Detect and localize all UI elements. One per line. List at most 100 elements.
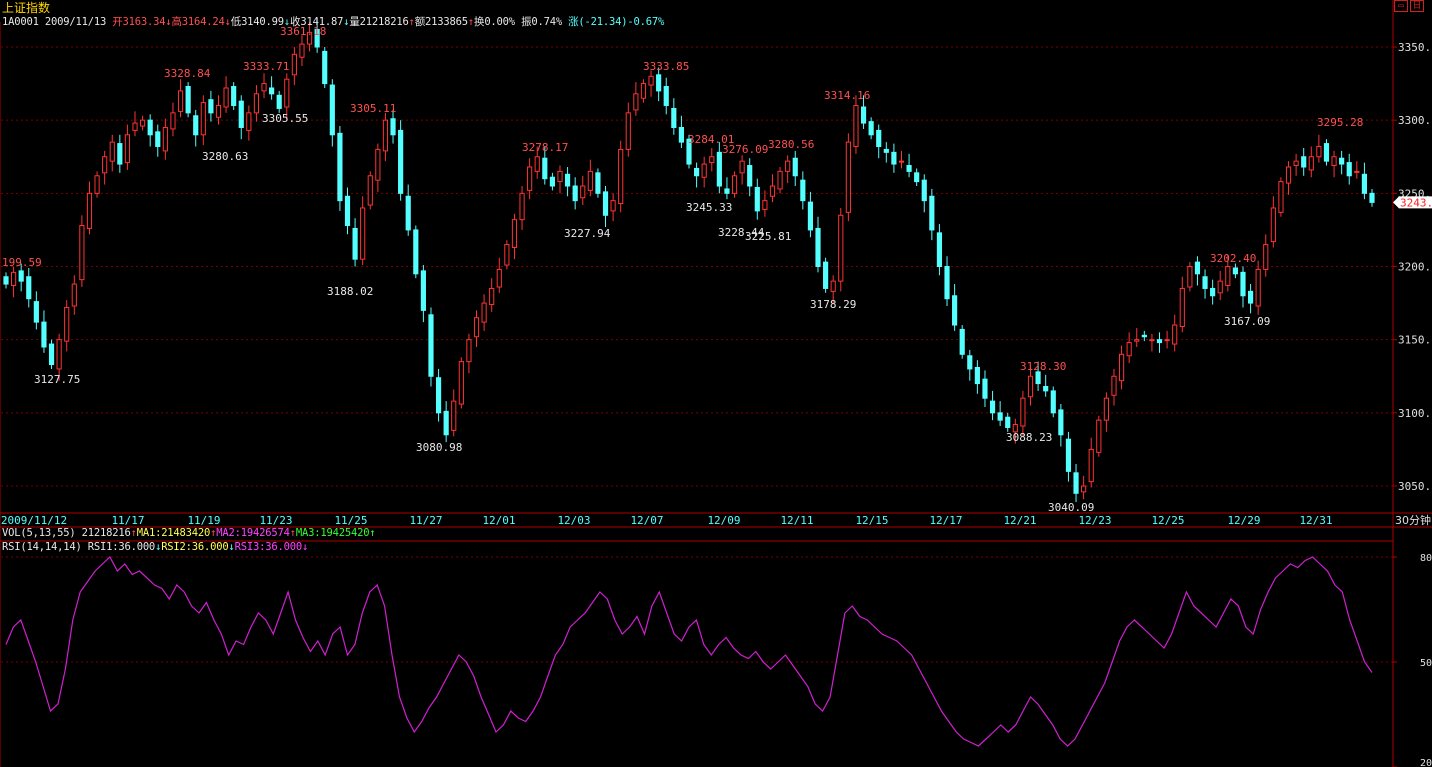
candle-body[interactable] [200, 102, 206, 136]
candle-body[interactable] [838, 214, 844, 282]
candle-body[interactable] [542, 157, 548, 180]
candle-body[interactable] [360, 207, 366, 260]
candle-body[interactable] [1027, 375, 1034, 398]
candle-body[interactable] [132, 122, 138, 131]
candle-body[interactable] [1020, 397, 1026, 427]
candle-body[interactable] [640, 83, 647, 99]
candle-body[interactable] [428, 314, 434, 377]
candle-body[interactable] [215, 105, 222, 118]
candle-body[interactable] [208, 99, 214, 114]
candle-body[interactable] [1278, 181, 1284, 213]
candle-body[interactable] [147, 119, 153, 136]
candle-body[interactable] [231, 86, 237, 107]
candle-body[interactable] [731, 175, 738, 194]
candle-body[interactable] [1141, 334, 1147, 338]
rsi-series[interactable] [5, 556, 1373, 747]
candle-body[interactable] [785, 160, 791, 172]
candle-body[interactable] [724, 188, 730, 194]
candlestick-series[interactable]: 199.59 3127.75 3328.84 3280.63 3333.71 3305.5… [2, 17, 1375, 514]
candle-body[interactable] [671, 107, 677, 128]
candle-body[interactable] [625, 112, 631, 150]
candle-body[interactable] [56, 339, 62, 370]
restore-window-button[interactable]: ▭ [1394, 0, 1408, 12]
candle-body[interactable] [322, 50, 328, 85]
candle-body[interactable] [299, 43, 305, 58]
candle-body[interactable] [716, 151, 722, 187]
candle-body[interactable] [489, 287, 495, 306]
candle-body[interactable] [1346, 162, 1352, 177]
candle-body[interactable] [451, 400, 457, 431]
candle-body[interactable] [807, 201, 814, 231]
candle-body[interactable] [739, 160, 745, 174]
candle-body[interactable] [686, 138, 692, 165]
candle-body[interactable] [1263, 244, 1269, 270]
candle-body[interactable] [1103, 397, 1109, 421]
candle-body[interactable] [185, 86, 191, 114]
candle-body[interactable] [1217, 280, 1223, 294]
candle-body[interactable] [26, 276, 32, 300]
candle-body[interactable] [1126, 342, 1132, 357]
candle-body[interactable] [1210, 287, 1216, 297]
candle-body[interactable] [1240, 271, 1246, 297]
candle-body[interactable] [1270, 207, 1276, 243]
candle-body[interactable] [329, 84, 335, 136]
candle-body[interactable] [238, 100, 244, 128]
candle-body[interactable] [291, 53, 297, 76]
candle-body[interactable] [276, 94, 282, 109]
candle-body[interactable] [405, 195, 411, 231]
candle-body[interactable] [1339, 157, 1345, 165]
candle-body[interactable] [709, 156, 715, 164]
candle-body[interactable] [1005, 416, 1011, 428]
candle-body[interactable] [261, 83, 267, 92]
candle-body[interactable] [997, 412, 1003, 421]
candle-body[interactable] [337, 132, 343, 202]
rsi1-line[interactable] [5, 556, 1373, 747]
candle-body[interactable] [845, 141, 851, 213]
candle-body[interactable] [269, 87, 275, 95]
candle-body[interactable] [1149, 339, 1155, 342]
candle-body[interactable] [1081, 485, 1087, 493]
candle-body[interactable] [1172, 324, 1178, 345]
candle-body[interactable] [883, 148, 889, 153]
candle-body[interactable] [466, 339, 472, 363]
candle-body[interactable] [618, 148, 624, 205]
candle-body[interactable] [1134, 339, 1140, 342]
candle-body[interactable] [94, 175, 100, 194]
candle-body[interactable] [79, 225, 85, 281]
candle-body[interactable] [610, 200, 616, 212]
candle-body[interactable] [564, 173, 571, 187]
candle-body[interactable] [1043, 385, 1049, 392]
candle-body[interactable] [435, 377, 442, 414]
candle-body[interactable] [648, 75, 654, 86]
candle-body[interactable] [390, 118, 396, 136]
candle-body[interactable] [1308, 156, 1314, 171]
candle-body[interactable] [1255, 268, 1261, 307]
candle-body[interactable] [223, 87, 229, 108]
candle-body[interactable] [1194, 261, 1201, 275]
candle-body[interactable] [193, 115, 199, 136]
candle-body[interactable] [876, 129, 882, 148]
candle-body[interactable] [1012, 424, 1018, 433]
candle-body[interactable] [694, 167, 700, 177]
candle-body[interactable] [420, 270, 426, 311]
candle-body[interactable] [102, 156, 108, 174]
candle-body[interactable] [375, 148, 381, 181]
candle-body[interactable] [3, 276, 9, 285]
candle-body[interactable] [762, 200, 768, 210]
candle-body[interactable] [504, 244, 510, 266]
candle-body[interactable] [1179, 287, 1185, 327]
candle-body[interactable] [1301, 156, 1307, 168]
candle-body[interactable] [1096, 419, 1102, 453]
candle-body[interactable] [663, 86, 669, 107]
candle-body[interactable] [481, 302, 487, 323]
candle-body[interactable] [587, 170, 593, 191]
candle-body[interactable] [1232, 267, 1238, 275]
candle-body[interactable] [1111, 375, 1117, 396]
candle-body[interactable] [1073, 472, 1079, 494]
candle-body[interactable] [891, 151, 897, 165]
candle-body[interactable] [868, 121, 874, 136]
candle-body[interactable] [1285, 166, 1292, 184]
candle-body[interactable] [747, 165, 753, 187]
candle-body[interactable] [656, 74, 662, 92]
